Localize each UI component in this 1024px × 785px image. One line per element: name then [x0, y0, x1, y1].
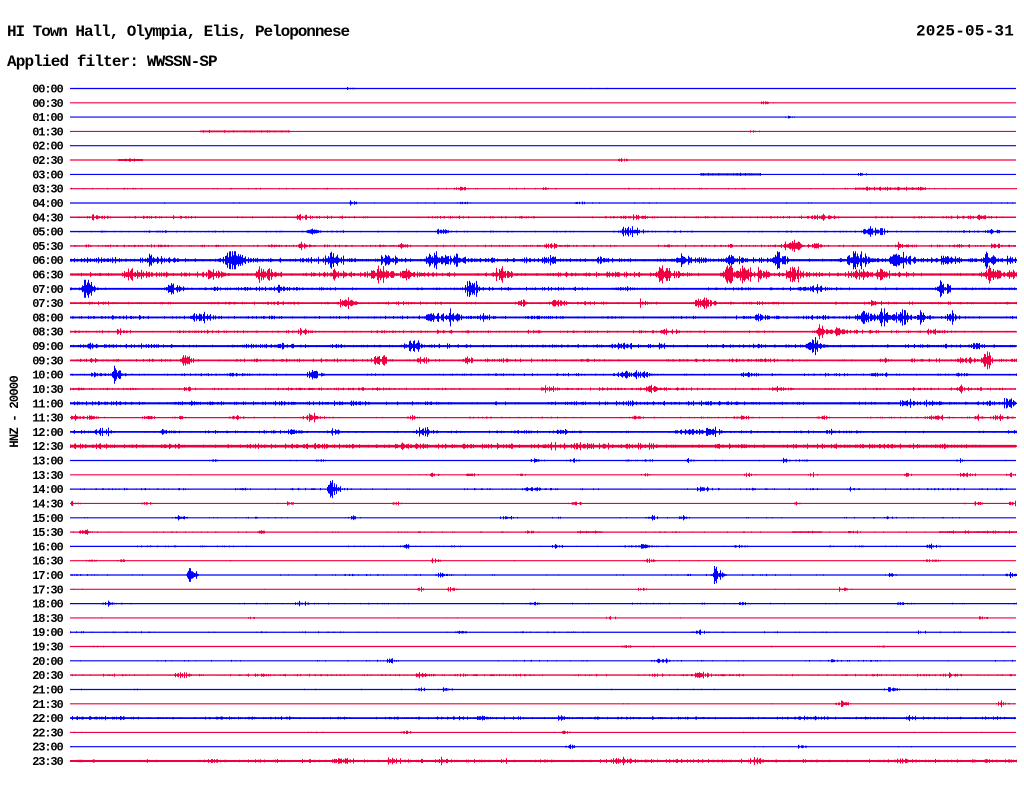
- svg-text:22:30: 22:30: [32, 726, 63, 740]
- svg-text:14:00: 14:00: [32, 483, 63, 497]
- svg-text:18:00: 18:00: [32, 598, 63, 612]
- svg-text:04:30: 04:30: [32, 211, 63, 225]
- svg-text:09:30: 09:30: [32, 354, 63, 368]
- svg-text:07:30: 07:30: [32, 297, 63, 311]
- svg-text:21:30: 21:30: [32, 698, 63, 712]
- svg-text:00:30: 00:30: [32, 97, 63, 111]
- svg-text:HI Town Hall, Olympia, Elis, P: HI Town Hall, Olympia, Elis, Peloponnese: [7, 23, 350, 41]
- svg-text:12:30: 12:30: [32, 440, 63, 454]
- svg-text:10:00: 10:00: [32, 369, 63, 383]
- svg-text:07:00: 07:00: [32, 283, 63, 297]
- svg-text:09:00: 09:00: [32, 340, 63, 354]
- svg-text:17:30: 17:30: [32, 583, 63, 597]
- svg-text:2025-05-31: 2025-05-31: [916, 23, 1014, 41]
- svg-text:03:30: 03:30: [32, 183, 63, 197]
- svg-text:15:30: 15:30: [32, 526, 63, 540]
- svg-text:08:30: 08:30: [32, 326, 63, 340]
- svg-text:22:00: 22:00: [32, 712, 63, 726]
- svg-text:05:30: 05:30: [32, 240, 63, 254]
- svg-text:15:00: 15:00: [32, 512, 63, 526]
- svg-text:06:00: 06:00: [32, 254, 63, 268]
- svg-text:18:30: 18:30: [32, 612, 63, 626]
- svg-text:10:30: 10:30: [32, 383, 63, 397]
- svg-text:00:00: 00:00: [32, 83, 63, 97]
- svg-text:20:30: 20:30: [32, 669, 63, 683]
- svg-text:HNZ - 20000: HNZ - 20000: [8, 376, 22, 448]
- svg-text:16:00: 16:00: [32, 540, 63, 554]
- svg-text:13:30: 13:30: [32, 469, 63, 483]
- svg-text:Applied filter: WWSSN-SP: Applied filter: WWSSN-SP: [7, 53, 217, 71]
- svg-text:02:00: 02:00: [32, 140, 63, 154]
- svg-text:16:30: 16:30: [32, 555, 63, 569]
- svg-text:23:00: 23:00: [32, 741, 63, 755]
- svg-text:21:00: 21:00: [32, 684, 63, 698]
- svg-text:19:30: 19:30: [32, 641, 63, 655]
- svg-text:19:00: 19:00: [32, 626, 63, 640]
- svg-text:20:00: 20:00: [32, 655, 63, 669]
- svg-text:01:30: 01:30: [32, 125, 63, 139]
- svg-text:01:00: 01:00: [32, 111, 63, 125]
- svg-text:11:30: 11:30: [32, 412, 63, 426]
- svg-text:06:30: 06:30: [32, 269, 63, 283]
- svg-text:12:00: 12:00: [32, 426, 63, 440]
- svg-text:08:00: 08:00: [32, 311, 63, 325]
- svg-text:05:00: 05:00: [32, 226, 63, 240]
- svg-text:11:00: 11:00: [32, 397, 63, 411]
- svg-text:17:00: 17:00: [32, 569, 63, 583]
- svg-text:02:30: 02:30: [32, 154, 63, 168]
- svg-text:04:00: 04:00: [32, 197, 63, 211]
- svg-text:13:00: 13:00: [32, 455, 63, 469]
- svg-text:14:30: 14:30: [32, 497, 63, 511]
- svg-text:03:00: 03:00: [32, 168, 63, 182]
- svg-text:23:30: 23:30: [32, 755, 63, 769]
